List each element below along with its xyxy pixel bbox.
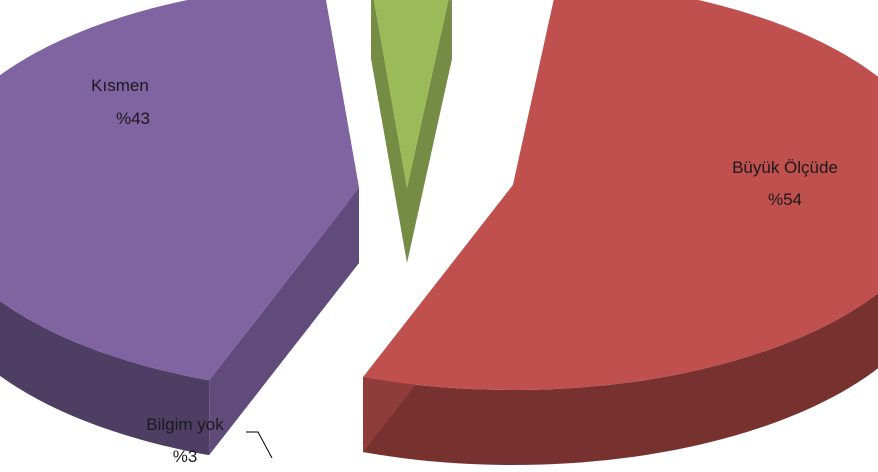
label-kismen: Kısmen %43 (91, 76, 150, 128)
slice-value-bilgim-yok: %3 (173, 447, 198, 466)
slice-outer-wall (0, 300, 210, 456)
slice-outer-wall (363, 293, 878, 465)
label-buyuk-olcude: Büyük Ölçüde %54 (732, 158, 838, 209)
slice-value-kismen: %43 (116, 109, 150, 128)
slice-top-face (0, 0, 359, 381)
leader-line-bilgim-yok (246, 431, 273, 459)
slice-label-bilgim-yok: Bilgim yok (146, 415, 224, 434)
slice-label-buyuk-olcude: Büyük Ölçüde (732, 158, 838, 177)
slice-k-smen (0, 0, 359, 456)
slice-top-face (373, 0, 449, 188)
slice-side-wall (209, 188, 359, 456)
slice-label-kismen: Kısmen (91, 76, 149, 95)
slice-side-wall (371, 0, 407, 263)
slice-bilgim-yok (371, 0, 452, 263)
slice-side-wall (407, 0, 452, 263)
slice-top-face (363, 0, 878, 390)
label-bilgim-yok: Bilgim yok %3 (146, 415, 273, 466)
slice-b-y-k-l-de (363, 0, 878, 465)
slice-value-buyuk-olcude: %54 (768, 190, 802, 209)
